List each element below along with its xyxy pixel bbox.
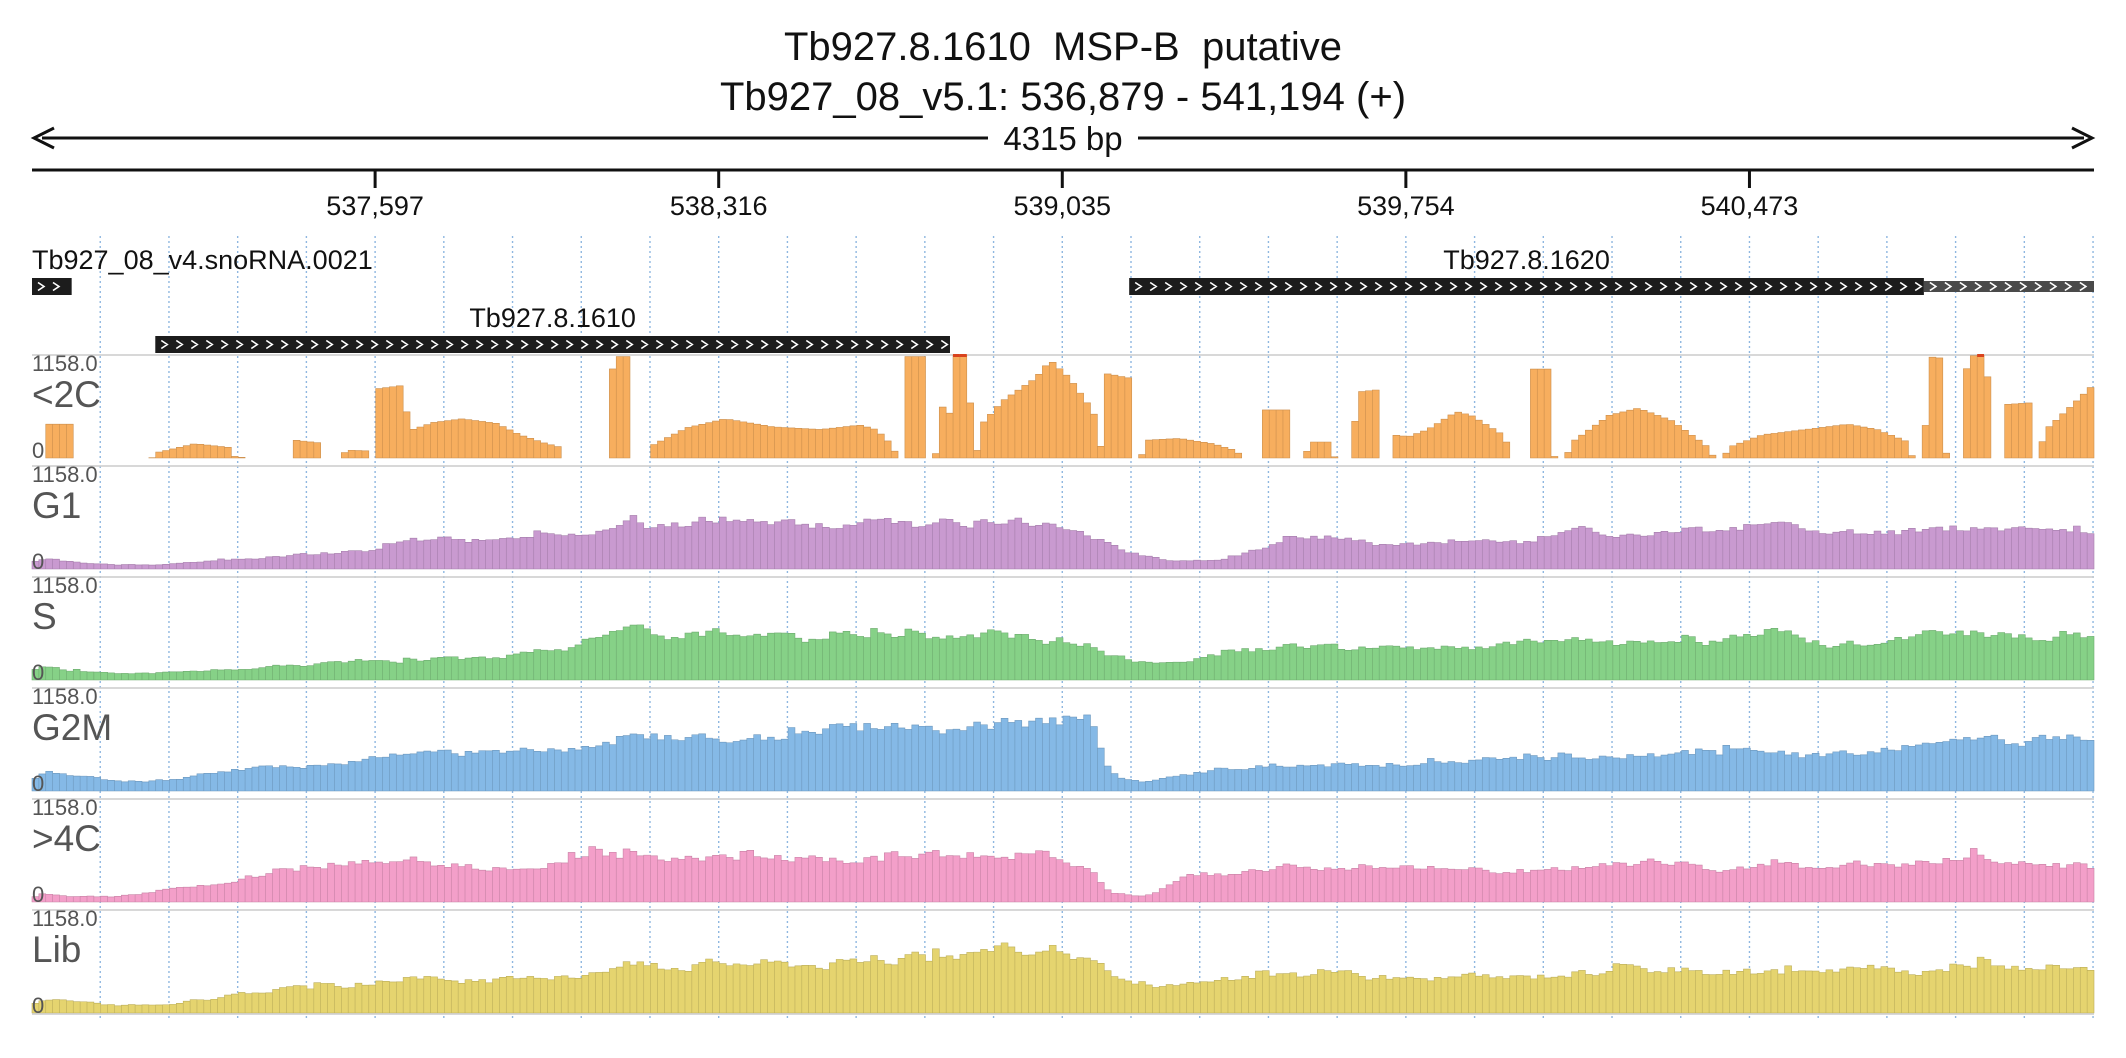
strand-chevrons	[1929, 281, 2088, 292]
track-max-label: 1158.0	[32, 795, 98, 820]
strand-chevrons	[1134, 281, 1923, 292]
coverage-bars	[31, 714, 2095, 792]
gene-feature[interactable]: Tb927.8.1620	[1129, 245, 2094, 295]
clipped-peak-marker	[1977, 354, 1985, 357]
coverage-tracks: 1158.0<2C01158.0G101158.0S01158.0G2M0115…	[31, 351, 2095, 1018]
track-min-label: 0	[32, 660, 44, 685]
coverage-bars	[31, 624, 2095, 681]
strand-chevrons	[37, 281, 61, 292]
ruler-tick-label: 539,754	[1357, 191, 1455, 221]
gridlines	[99, 236, 2094, 1020]
ruler-tick-label: 540,473	[1701, 191, 1799, 221]
clipped-peak-marker	[959, 354, 967, 357]
track-max-label: 1158.0	[32, 684, 98, 709]
clipped-peak-marker	[953, 354, 960, 357]
track-max-label: 1158.0	[32, 462, 98, 487]
gene-label: Tb927.8.1620	[1443, 245, 1610, 275]
coverage-track: 1158.0>4C 0	[31, 795, 2095, 907]
track-name: <2C	[32, 374, 101, 415]
gene-bar	[32, 278, 72, 295]
gene-bar	[1129, 278, 1924, 295]
ruler-tick-label: 538,316	[670, 191, 768, 221]
track-name: S	[32, 596, 57, 637]
gene-bar	[155, 336, 950, 353]
page-subtitle: Tb927_08_v5.1: 536,879 - 541,194 (+)	[719, 75, 1407, 119]
track-min-label: 0	[32, 882, 44, 907]
gene-utr-bar	[1923, 281, 2094, 292]
span-label-backdrop	[988, 120, 1138, 156]
gene-annotations: Tb927_08_v4.snoRNA.0021 Tb927.8.1620 Tb927…	[32, 245, 2094, 353]
arrow-left-icon	[30, 126, 55, 150]
page-title: Tb927.8.1610 MSP-B putative	[783, 25, 1343, 69]
span-label: 4315 bp	[1003, 120, 1122, 157]
coverage-bars	[45, 354, 2095, 459]
track-name: Lib	[32, 929, 81, 970]
coverage-bars	[31, 942, 2095, 1014]
track-min-label: 0	[32, 771, 44, 796]
track-name: >4C	[32, 818, 101, 859]
strand-chevrons	[160, 339, 949, 350]
gene-feature[interactable]: Tb927.8.1610	[155, 303, 950, 353]
ruler-tick-label: 537,597	[326, 191, 424, 221]
coverage-track: 1158.0G1 0	[31, 462, 2095, 574]
title-block: Tb927.8.1610 MSP-B putative Tb927_08_v5.…	[0, 22, 2126, 122]
gene-label: Tb927_08_v4.snoRNA.0021	[32, 245, 373, 275]
track-max-label: 1158.0	[32, 351, 98, 376]
coverage-track: 1158.0S 0	[31, 573, 2095, 685]
gene-label: Tb927.8.1610	[469, 303, 636, 333]
arrow-right-icon	[2071, 126, 2096, 150]
track-min-label: 0	[32, 993, 44, 1018]
track-max-label: 1158.0	[32, 906, 98, 931]
track-name: G1	[32, 485, 81, 526]
coordinate-ruler: 4315 bp 537,597 538,316 539,035 539,754 540,4…	[30, 120, 2096, 221]
ruler-tick-label: 539,035	[1013, 191, 1111, 221]
coverage-track: 1158.0<2C 0	[32, 351, 2095, 463]
track-min-label: 0	[32, 438, 44, 463]
gene-feature[interactable]: Tb927_08_v4.snoRNA.0021	[32, 245, 373, 295]
coverage-bars	[31, 846, 2095, 903]
coverage-bars	[31, 515, 2095, 570]
track-name: G2M	[32, 707, 112, 748]
track-max-label: 1158.0	[32, 573, 98, 598]
track-min-label: 0	[32, 549, 44, 574]
